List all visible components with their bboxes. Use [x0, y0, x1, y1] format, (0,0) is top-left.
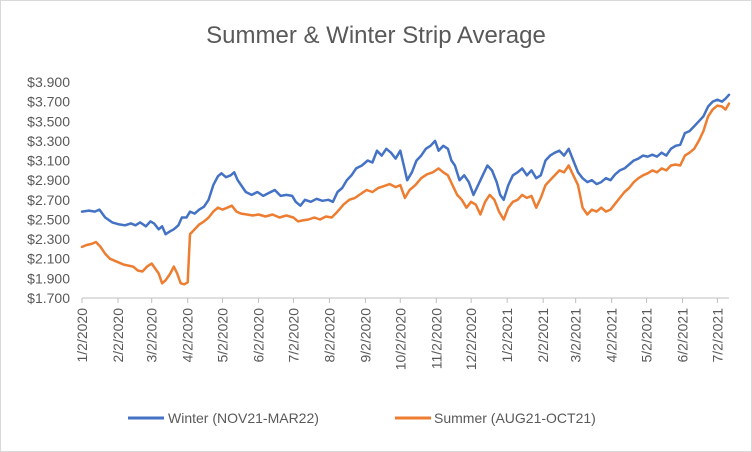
x-tick-label: 1/2/2021	[499, 308, 515, 363]
legend-label: Summer (AUG21-OCT21)	[434, 410, 596, 426]
y-tick-label: $3.900	[27, 74, 70, 90]
legend-label: Winter (NOV21-MAR22)	[168, 410, 319, 426]
y-tick-label: $2.900	[27, 172, 70, 188]
x-tick-label: 7/2/2021	[709, 308, 725, 363]
y-axis-tick-labels: $1.700 $1.900 $2.100 $2.300 $2.500 $2.700 $2.9…	[27, 74, 70, 306]
x-tick-label: 6/2/2021	[675, 308, 691, 363]
x-tick-label: 3/2/2021	[568, 308, 584, 363]
x-tick-label: 2/2/2021	[535, 308, 551, 363]
x-tick-label: 5/2/2020	[215, 308, 231, 363]
y-tick-label: $2.500	[27, 211, 70, 227]
x-tick-label: 10/2/2020	[392, 308, 408, 370]
y-tick-label: $2.100	[27, 251, 70, 267]
x-tick-label: 1/2/2020	[74, 308, 90, 363]
series-line-winter	[80, 93, 731, 236]
x-tick-label: 3/2/2020	[144, 308, 160, 363]
y-tick-label: $1.700	[27, 290, 70, 306]
x-tick-label: 4/2/2021	[604, 308, 620, 363]
series-line-summer	[80, 102, 731, 286]
x-tick-label: 6/2/2020	[251, 308, 267, 363]
x-tick-label: 7/2/2020	[285, 308, 301, 363]
y-tick-label: $2.700	[27, 192, 70, 208]
chart-title: Summer & Winter Strip Average	[206, 22, 546, 49]
y-tick-label: $3.100	[27, 153, 70, 169]
legend: Winter (NOV21-MAR22) Summer (AUG21-OCT21)	[128, 410, 596, 426]
y-tick-label: $3.500	[27, 113, 70, 129]
x-tick-label: 5/2/2021	[639, 308, 655, 363]
x-tick-label: 11/2/2020	[428, 308, 444, 369]
x-tick-label: 12/2/2020	[463, 308, 479, 370]
x-tick-label: 8/2/2020	[321, 308, 337, 363]
y-tick-label: $2.300	[27, 231, 70, 247]
x-tick-label: 2/2/2020	[110, 308, 126, 363]
y-tick-label: $3.300	[27, 133, 70, 149]
y-tick-label: $1.900	[27, 270, 70, 286]
series-layer	[80, 93, 731, 286]
x-tick-label: 9/2/2020	[357, 308, 373, 363]
y-tick-label: $3.700	[27, 94, 70, 110]
x-axis: 1/2/2020 2/2/2020 3/2/2020 4/2/2020 5/2/2020…	[74, 297, 729, 370]
x-tick-label: 4/2/2020	[180, 308, 196, 363]
